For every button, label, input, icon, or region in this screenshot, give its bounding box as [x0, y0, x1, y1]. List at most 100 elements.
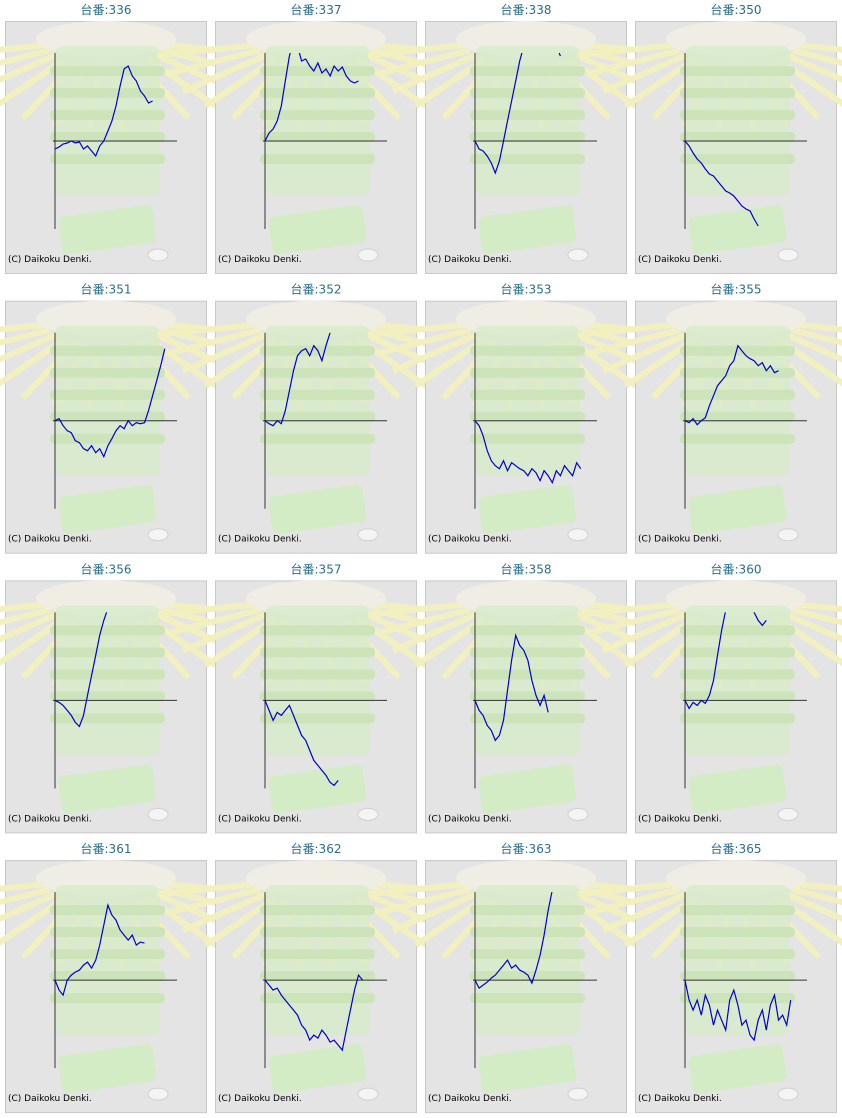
copyright: (C) Daikoku Denki.: [8, 1094, 92, 1104]
data-line: [264, 332, 331, 427]
data-line: [54, 612, 108, 728]
data-line: [474, 420, 582, 485]
bg-stripe: [260, 993, 375, 1004]
data-line: [684, 979, 792, 1042]
bg-ray: [577, 881, 678, 898]
bg-stripe: [50, 154, 165, 164]
bg-ray: [0, 881, 48, 892]
bg-stripe: [50, 927, 165, 938]
bg-stripe: [50, 433, 165, 444]
chart-title: 台番:352: [291, 282, 342, 297]
bg-stripe: [260, 647, 375, 658]
bg-tray: [478, 1044, 577, 1094]
bg-coin: [567, 807, 589, 821]
bg-stripe: [470, 389, 585, 400]
bg-stripe: [50, 367, 165, 378]
bg-stripe: [260, 132, 375, 142]
data-line: [264, 53, 359, 142]
bg-stripe: [260, 367, 375, 378]
bg-stripe: [680, 993, 795, 1004]
copyright: (C) Daikoku Denki.: [428, 255, 512, 265]
bg-tray: [268, 205, 367, 255]
bg-tray: [688, 484, 787, 535]
bg-stripe: [470, 927, 585, 938]
bg-ray: [376, 47, 471, 77]
chart-panel: (C) Daikoku Denki.: [0, 21, 265, 274]
bg-ray: [157, 321, 258, 338]
data-line: [474, 892, 553, 990]
bg-stripe: [50, 713, 165, 724]
bg-stripe: [50, 949, 165, 960]
bg-ray: [791, 606, 842, 626]
bg-ray: [0, 321, 48, 333]
chart-panel: (C) Daikoku Denki.: [367, 21, 685, 274]
bg-ray: [586, 47, 681, 77]
bg-ray: [0, 886, 51, 906]
copyright: (C) Daikoku Denki.: [218, 535, 302, 545]
bg-stripe: [680, 691, 795, 702]
bg-stripe: [260, 154, 375, 164]
copyright: (C) Daikoku Denki.: [428, 1094, 512, 1104]
copyright: (C) Daikoku Denki.: [638, 1094, 722, 1104]
bg-ray: [166, 326, 261, 357]
data-line: [54, 903, 145, 997]
bg-tray: [58, 484, 157, 535]
bg-coin: [147, 528, 169, 542]
bg-stripe: [260, 88, 375, 98]
bg-ray: [166, 47, 261, 77]
chart-panel: (C) Daikoku Denki.: [577, 860, 842, 1114]
bg-coin: [357, 807, 379, 821]
chart-panel: (C) Daikoku Denki.: [157, 580, 475, 834]
bg-ray: [0, 606, 51, 626]
bg-stripe: [50, 971, 165, 982]
bg-ray: [0, 47, 51, 67]
bg-coin: [567, 248, 589, 262]
bg-ray: [586, 886, 681, 916]
bg-coin: [357, 248, 379, 262]
bg-stripe: [470, 949, 585, 960]
chart-title: 台番:355: [711, 282, 762, 297]
bg-stripe: [50, 132, 165, 142]
chart-title: 台番:360: [711, 561, 762, 576]
data-line: [54, 348, 166, 459]
bg-ray: [577, 321, 678, 338]
bg-stripe: [50, 905, 165, 916]
chart-title: 台番:337: [291, 2, 342, 17]
bg-ray: [0, 891, 58, 922]
bg-stripe: [470, 433, 585, 444]
bg-ray: [182, 611, 268, 654]
bg-ray: [794, 601, 842, 613]
bg-ray: [392, 52, 478, 94]
bg-coin: [357, 1087, 379, 1101]
bg-coin: [567, 528, 589, 542]
bg-stripe: [470, 110, 585, 120]
bg-ray: [784, 611, 842, 643]
chart-panel: (C) Daikoku Denki.: [157, 21, 475, 274]
bg-ray: [602, 331, 688, 374]
copyright: (C) Daikoku Denki.: [428, 814, 512, 824]
bg-ray: [602, 611, 688, 654]
bg-tray: [478, 484, 577, 535]
bg-ray: [376, 886, 471, 916]
chart-title: 台番:356: [81, 561, 132, 576]
copyright: (C) Daikoku Denki.: [8, 814, 92, 824]
bg-stripe: [260, 971, 375, 982]
bg-ray: [376, 326, 471, 357]
bg-stripe: [680, 669, 795, 680]
bg-stripe: [680, 971, 795, 982]
bg-coin: [147, 248, 169, 262]
chart-title: 台番:336: [81, 2, 132, 17]
bg-stripe: [50, 88, 165, 98]
copyright: (C) Daikoku Denki.: [8, 255, 92, 265]
chart-title: 台番:353: [501, 282, 552, 297]
bg-stripe: [470, 66, 585, 76]
bg-stripe: [680, 88, 795, 98]
bg-stripe: [470, 625, 585, 636]
bg-ray: [182, 891, 268, 934]
chart-title: 台番:358: [501, 561, 552, 576]
copyright: (C) Daikoku Denki.: [638, 814, 722, 824]
bg-ray: [392, 331, 478, 374]
bg-ray: [794, 321, 842, 333]
chart-panel: (C) Daikoku Denki.: [577, 580, 842, 834]
bg-stripe: [470, 88, 585, 98]
